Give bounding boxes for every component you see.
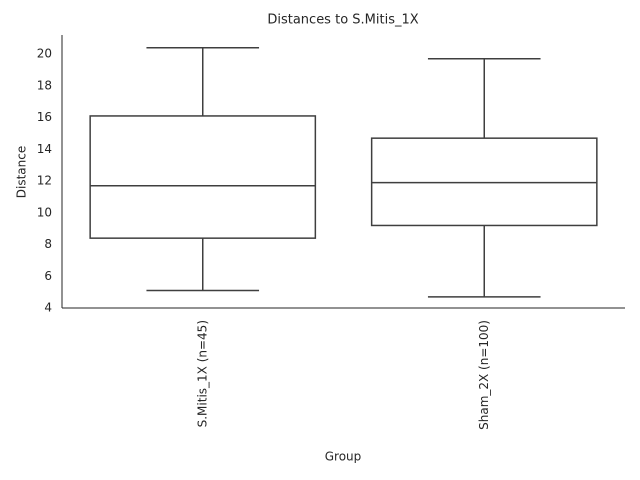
y-tick-label: 20 [37,47,52,61]
x-tick-label: S.Mitis_1X (n=45) [195,320,209,427]
y-tick-label: 12 [37,174,52,188]
y-tick-label: 18 [37,78,52,92]
box [370,137,598,227]
box [89,115,317,239]
y-axis-label: Distance [15,146,29,198]
y-tick-label: 4 [44,301,52,315]
y-tick-label: 14 [37,142,52,156]
y-tick-label: 6 [44,269,52,283]
chart-title: Distances to S.Mitis_1X [267,13,418,28]
x-tick-label: Sham_2X (n=100) [477,320,491,430]
y-tick-label: 10 [37,205,52,219]
y-tick-label: 16 [37,110,52,124]
x-axis-label: Group [325,450,362,464]
y-tick-label: 8 [44,237,52,251]
